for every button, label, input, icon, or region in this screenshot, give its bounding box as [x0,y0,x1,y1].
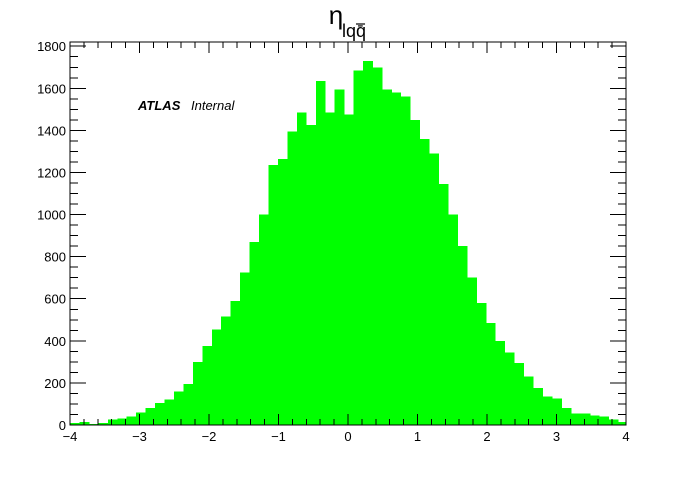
x-tick-label: −2 [202,429,217,444]
x-tick-label: 2 [483,429,490,444]
y-tick-label: 400 [44,334,66,349]
histogram-bar [88,423,99,425]
y-tick-label: 1800 [37,39,66,54]
x-tick-label: 0 [344,429,351,444]
chart-title: η [329,0,343,30]
histogram-bar [249,241,260,425]
atlas-label: ATLAS [137,98,181,113]
x-tick-label: 3 [553,429,560,444]
histogram-bar [325,112,336,425]
histogram-bar [136,412,147,425]
histogram-bar [277,158,288,426]
histogram-bar [363,60,373,425]
histogram-bar [344,114,354,425]
histogram-bar [202,346,213,425]
histogram-bar [145,408,156,425]
histogram-bar [173,391,184,425]
histogram-bar [542,396,553,425]
histogram-bar [466,277,477,425]
histogram-bar [164,399,175,425]
histogram-bar [448,214,458,425]
chart-title-subscript: lqq̄ [342,21,366,41]
histogram-bar [334,89,345,425]
histogram-bar [561,408,572,425]
histogram-bar [192,361,203,425]
histogram-bar [353,70,364,426]
histogram-bar [419,138,430,426]
y-tick-label: 600 [44,292,66,307]
y-tick-label: 0 [59,418,66,433]
histogram-bar [230,300,241,425]
histogram-bar [155,402,165,425]
histogram-bar [240,272,250,425]
histogram-bar [457,246,468,425]
histogram-bar [438,184,449,425]
x-tick-label: 4 [622,429,629,444]
x-tick-label: −1 [271,429,286,444]
y-tick-label: 1000 [37,208,66,223]
histogram-bar [183,383,194,425]
histogram-bar [410,119,421,425]
histogram-bar [117,418,128,425]
histogram-bar [618,421,627,425]
histogram-bar [523,376,534,425]
histogram-bar [599,416,610,425]
histogram-bar [485,322,496,425]
y-tick-label: 800 [44,250,66,265]
histogram-bar [504,352,515,425]
y-tick-label: 1200 [37,165,66,180]
y-tick-label: 1600 [37,81,66,96]
histogram-bar [391,92,402,425]
y-tick-label: 1400 [37,123,66,138]
histogram-bar [381,89,392,425]
histogram-bar [126,416,137,425]
histogram-bar [400,96,411,425]
histogram-bar [429,153,440,426]
histogram-bar [211,329,222,425]
histogram-bar [570,413,581,425]
histogram-bar [221,316,232,425]
histogram-bar [372,67,383,425]
x-tick-label: −4 [63,429,78,444]
histogram-bar [514,362,525,425]
histogram-bar [268,165,279,425]
histogram-bar [315,80,326,425]
histogram-bar [495,340,506,425]
histogram-bar [533,388,543,425]
x-tick-label: −3 [132,429,147,444]
x-tick-label: 1 [414,429,421,444]
y-tick-label: 200 [44,376,66,391]
histogram-bar [107,419,118,425]
histogram-bar [70,422,80,425]
histogram-bar [98,422,109,425]
histogram-bar [552,398,562,425]
internal-label: Internal [191,98,235,113]
histogram-bar [306,125,317,425]
histogram-bar [589,415,600,425]
histogram-bar [580,413,591,425]
axes-group: −4 −3 −2 −1 0 1 2 3 4 0 200 400 600 800 1000 1200 1400 16… [37,39,630,444]
histogram-bar [287,131,298,425]
bars-group [70,60,627,426]
histogram-bar [608,419,619,425]
histogram-bar [259,214,269,425]
histogram-bar [476,302,487,425]
histogram-bar [296,112,307,425]
